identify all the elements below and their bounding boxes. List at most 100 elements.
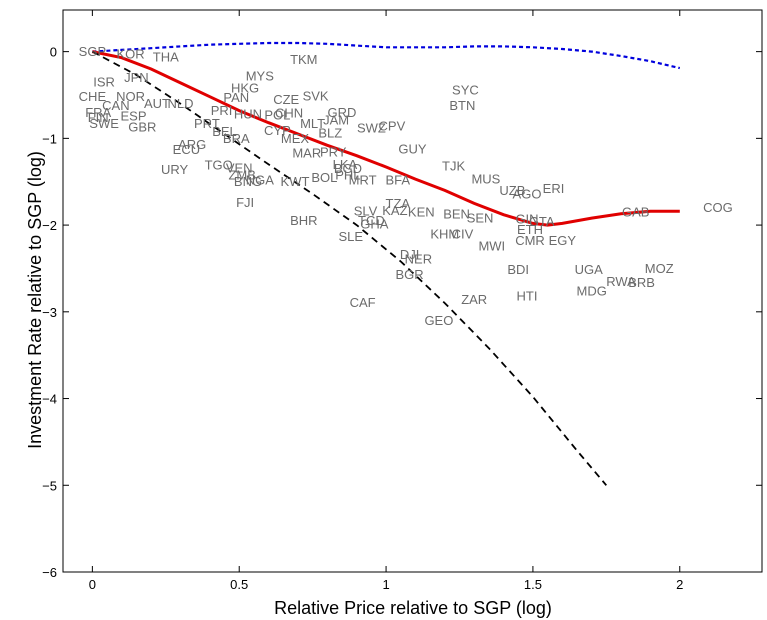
y-tick-label: −6 [42, 565, 57, 580]
country-point-slv: SLV [354, 204, 378, 219]
country-point-chn: CHN [275, 106, 303, 121]
country-point-hti: HTI [517, 289, 538, 304]
country-point-btn: BTN [449, 98, 475, 113]
x-axis-title: Relative Price relative to SGP (log) [274, 598, 552, 618]
y-tick-label: 0 [50, 45, 57, 60]
x-tick-label: 1.5 [524, 577, 542, 592]
country-point-ner: NER [405, 251, 432, 266]
country-point-hkg: HKG [231, 81, 259, 96]
country-point-nld: NLD [167, 96, 193, 111]
country-point-bra: BRA [223, 131, 250, 146]
country-point-bhr: BHR [290, 213, 317, 228]
axes: 0 0.5 1 1.5 2 0 −1 −2 −3 −4 −5 −6 [42, 9, 763, 592]
y-tick-label: −3 [42, 305, 57, 320]
country-point-kor: KOR [117, 47, 145, 62]
x-tick-label: 0.5 [230, 577, 248, 592]
country-point-cog: COG [703, 200, 733, 215]
country-point-dji: DJI [400, 247, 420, 262]
country-point-che: CHE [79, 89, 107, 104]
country-point-jam: JAM [323, 113, 349, 128]
country-point-fin: FIN [88, 110, 109, 125]
y-tick-label: −2 [42, 218, 57, 233]
y-axis-title: Investment Rate relative to SGP (log) [25, 151, 45, 449]
country-point-phl: PHL [335, 167, 360, 182]
country-point-mus: MUS [471, 172, 500, 187]
country-point-civ: CIV [452, 226, 474, 241]
country-point-caf: CAF [350, 295, 376, 310]
country-point-sle: SLE [339, 229, 364, 244]
country-point-bol: BOL [311, 170, 337, 185]
country-point-syc: SYC [452, 82, 479, 97]
line-dashed-blue [92, 41, 681, 70]
country-point-pri: PRI [211, 103, 233, 118]
country-point-nor: NOR [116, 89, 145, 104]
country-point-kaz: KAZ [382, 203, 407, 218]
country-point-pol: POL [264, 107, 290, 122]
country-point-gbr: GBR [128, 120, 156, 135]
country-point-esp: ESP [120, 108, 146, 123]
country-point-eth: ETH [517, 222, 543, 237]
country-point-ecu: ECU [173, 142, 200, 157]
country-point-bgr: BGR [396, 267, 424, 282]
country-point-pry: PRY [320, 145, 347, 160]
country-point-mex: MEX [281, 131, 310, 146]
country-point-uzb: UZB [499, 183, 525, 198]
country-point-isr: ISR [93, 75, 115, 90]
country-point-gin: GIN [515, 212, 538, 227]
line-solid-red [92, 50, 680, 227]
country-point-tha: THA [153, 49, 179, 64]
country-point-jpn: JPN [124, 70, 149, 85]
country-point-geo: GEO [424, 313, 453, 328]
line-dashed-black [91, 50, 607, 486]
country-point-fji: FJI [236, 195, 254, 210]
country-point-mwi: MWI [478, 238, 505, 253]
country-point-bel: BEL [212, 124, 237, 139]
y-tick-label: −1 [42, 131, 57, 146]
country-point-lka: LKA [333, 157, 358, 172]
country-point-mrt: MRT [349, 173, 377, 188]
country-point-grd: GRD [328, 105, 357, 120]
country-point-mar: MAR [292, 146, 321, 161]
country-point-tkm: TKM [290, 52, 317, 67]
country-point-pan: PAN [223, 90, 249, 105]
country-point-sgp: SGP [79, 44, 106, 59]
country-point-bdi: BDI [507, 262, 529, 277]
country-point-svk: SVK [303, 88, 329, 103]
country-point-cyp: CYP [264, 123, 291, 138]
country-point-tgo: TGO [205, 158, 233, 173]
country-point-egy: EGY [549, 233, 577, 248]
country-point-gta: GTA [529, 214, 555, 229]
country-point-ben: BEN [443, 206, 470, 221]
country-point-zmb: ZMB [228, 167, 255, 182]
country-point-prt: PRT [194, 116, 220, 131]
country-point-ven: VEN [226, 160, 253, 175]
country-point-tza: TZA [386, 196, 411, 211]
country-point-tjk: TJK [442, 159, 465, 174]
x-tick-label: 2 [676, 577, 683, 592]
country-point-arg: ARG [178, 137, 206, 152]
country-point-aut: AUT [144, 96, 170, 111]
country-point-blz: BLZ [318, 126, 342, 141]
country-point-bfa: BFA [386, 173, 411, 188]
country-point-mlt: MLT [300, 116, 325, 131]
country-point-bng: BNG [234, 174, 262, 189]
country-point-gab: GAB [622, 205, 649, 220]
country-point-cze: CZE [273, 92, 299, 107]
y-tick-label: −4 [42, 392, 57, 407]
country-point-ken: KEN [408, 205, 435, 220]
x-tick-label: 0 [89, 577, 96, 592]
country-point-guy: GUY [398, 141, 427, 156]
country-point-eri: ERI [543, 181, 565, 196]
country-point-cpv: CPV [379, 119, 406, 134]
country-point-bgd: BGD [334, 161, 362, 176]
country-point-brb: BRB [628, 275, 655, 290]
country-point-moz: MOZ [645, 261, 674, 276]
y-tick-label: −5 [42, 478, 57, 493]
country-point-swe: SWE [89, 116, 119, 131]
country-point-mys: MYS [246, 68, 275, 83]
country-point-tcd: TCD [358, 213, 385, 228]
country-point-sen: SEN [467, 211, 494, 226]
